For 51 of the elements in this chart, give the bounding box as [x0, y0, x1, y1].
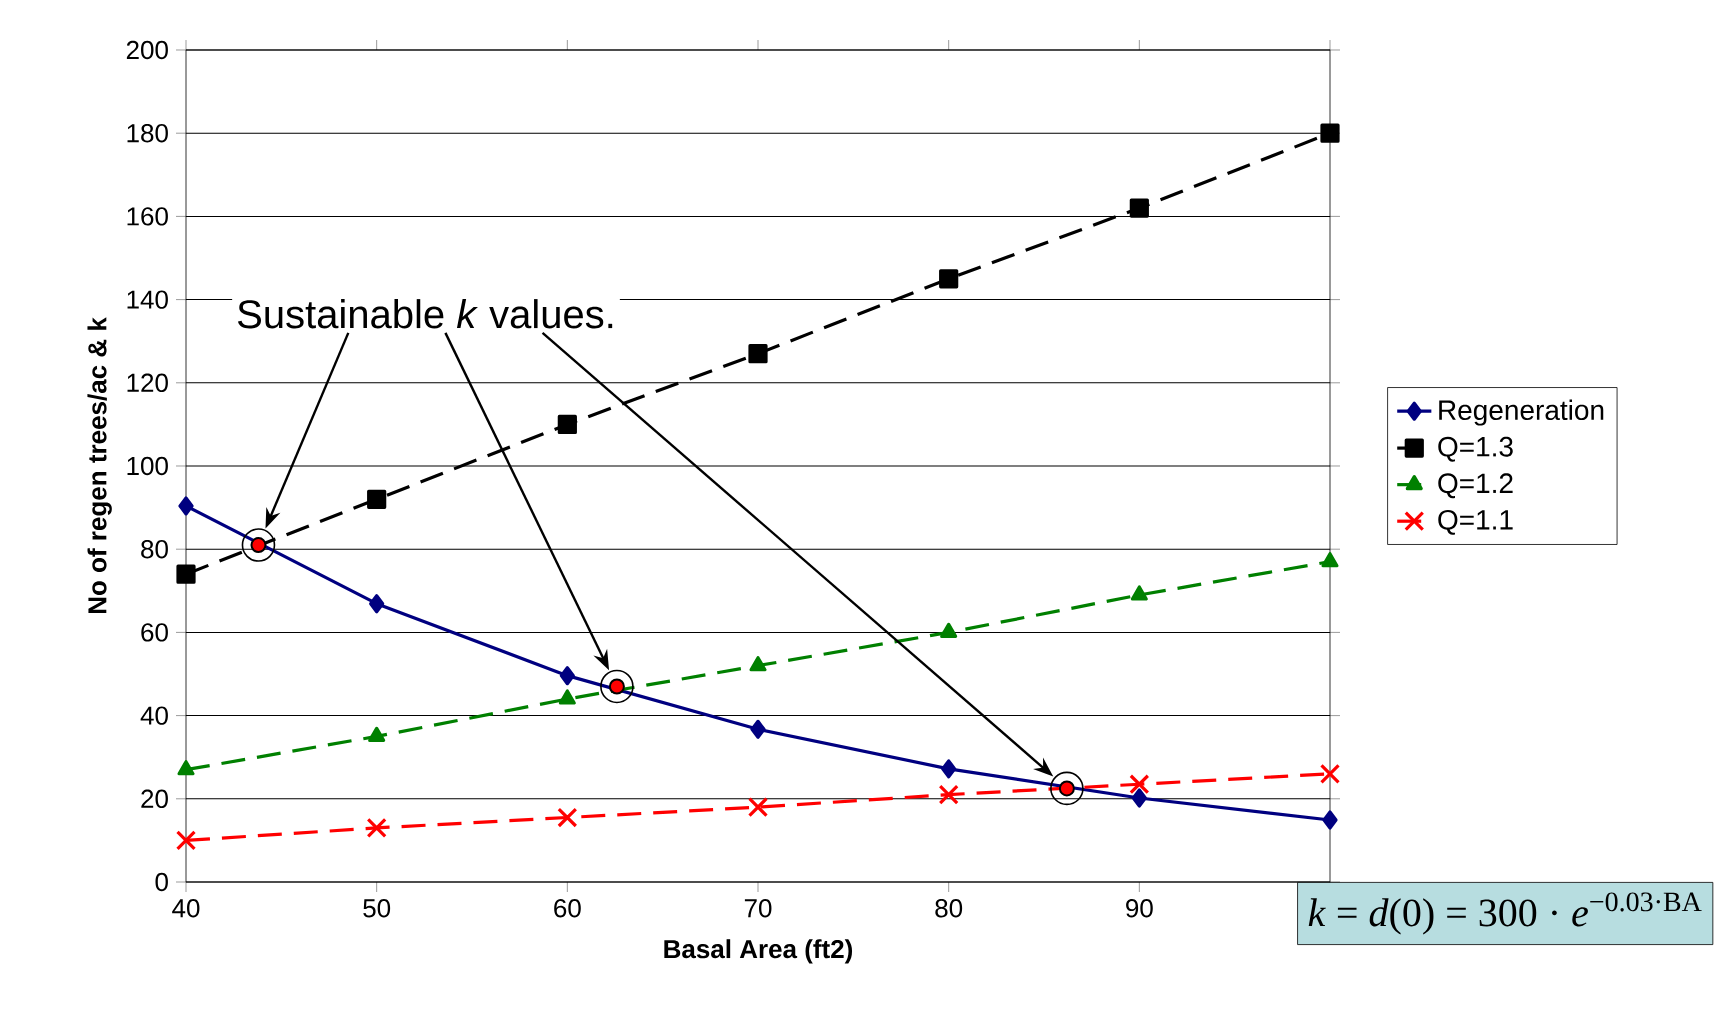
- y-tick-label: 200: [126, 40, 168, 60]
- x-tick-label: 60: [554, 899, 581, 918]
- x-tick-label: 50: [363, 899, 391, 918]
- point: [366, 817, 387, 839]
- y-tick-label: 100: [127, 456, 168, 476]
- point: [557, 414, 577, 434]
- y-tick-label: 160: [127, 207, 168, 226]
- point: [939, 269, 959, 289]
- point: [177, 760, 195, 776]
- point: [558, 689, 576, 705]
- y-tick-label: 120: [127, 373, 168, 392]
- point: [178, 496, 194, 516]
- y-tick-label: 80: [141, 539, 168, 559]
- x-tick-label: 40: [172, 899, 200, 918]
- x-tick-label: 80: [935, 899, 963, 918]
- point: [1322, 810, 1338, 830]
- point: [176, 564, 196, 584]
- point: [557, 807, 578, 828]
- point: [1321, 552, 1339, 568]
- point: [369, 594, 385, 614]
- point: [941, 759, 957, 779]
- point: [1131, 788, 1147, 808]
- x-axis-title: Basal Area (ft2): [664, 939, 853, 964]
- point: [749, 656, 767, 672]
- point: [559, 666, 575, 686]
- x-tick-label: 90: [1126, 899, 1153, 918]
- point: [1129, 198, 1149, 218]
- point: [175, 830, 197, 851]
- y-tick-label: 60: [141, 623, 168, 642]
- y-tick-label: 20: [141, 789, 168, 808]
- legend-label: Q=1.3: [1438, 436, 1513, 462]
- point: [367, 489, 387, 509]
- annotation: Sustainable k values.: [237, 299, 613, 329]
- y-tick-label: 140: [127, 290, 168, 309]
- text: k = d(0) = 300 · e$^{−0.03·BA}$: [1308, 892, 1702, 935]
- point: [1129, 774, 1150, 795]
- legend-label: Q=1.2: [1438, 473, 1513, 499]
- x-tick-label: 70: [744, 899, 772, 918]
- legend-label: Q=1.1: [1438, 509, 1513, 535]
- legend-label: Regeneration: [1439, 399, 1604, 426]
- y-tick-label: 0: [155, 872, 168, 892]
- point: [747, 797, 769, 818]
- point: [1319, 763, 1341, 784]
- point: [1320, 123, 1340, 143]
- point: [938, 784, 959, 805]
- y-tick-label: 40: [140, 706, 168, 725]
- point: [1130, 585, 1148, 601]
- point: [748, 344, 768, 364]
- y-tick-label: 180: [127, 123, 168, 143]
- point: [750, 719, 766, 739]
- y-axis-title: No of regen trees/ac & k: [87, 317, 112, 614]
